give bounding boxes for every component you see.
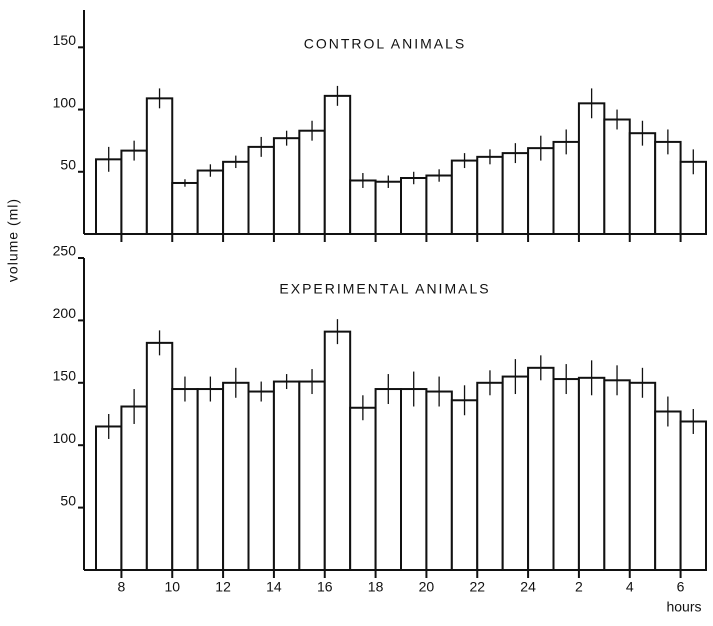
bar [577,102,606,236]
x-tick-label: 12 [215,579,231,595]
y-tick-label: 100 [53,94,77,110]
bar [552,378,580,571]
bar [603,118,631,235]
y-tick-label: 200 [53,305,77,321]
bar [222,381,250,571]
bar [145,97,174,235]
x-tick-label: 2 [575,579,583,595]
y-tick-label: 50 [60,492,76,508]
bar [501,152,530,235]
bar [450,399,479,571]
bar [171,181,199,236]
bar [374,180,403,236]
x-tick-label: 18 [368,579,384,595]
y-tick-label: 100 [53,430,77,446]
x-tick-label: 4 [626,579,634,595]
x-tick-label: 22 [469,579,485,595]
bar [298,380,326,571]
bar [298,129,326,235]
bar [120,405,148,571]
x-tick-label: 6 [677,579,685,595]
x-axis-label: hours [666,599,701,615]
x-tick-label: 16 [317,579,333,595]
bar [120,149,148,235]
bar [349,406,377,572]
bar [501,375,530,571]
bar [196,388,225,572]
y-tick-label: 250 [53,243,77,259]
bar [247,145,275,235]
bar [272,380,301,571]
bar [323,94,352,235]
bar [527,366,555,571]
bar [552,140,580,236]
bar [476,155,504,236]
x-tick-label: 8 [118,579,126,595]
bar [171,388,199,572]
y-tick-label: 150 [53,368,77,384]
bar [450,159,479,235]
bar [400,177,428,235]
bar [425,174,453,235]
x-tick-label: 20 [419,579,435,595]
bar [400,388,428,572]
bar [628,381,657,571]
bar [349,179,377,236]
bar [654,140,682,236]
x-tick-label: 10 [164,579,180,595]
x-tick-label: 14 [266,579,282,595]
x-tick-label: 24 [520,579,536,595]
bar [145,341,174,572]
bar [577,376,606,572]
bar [628,132,657,235]
bar [679,420,707,571]
y-tick-label: 150 [53,32,77,48]
bar [603,379,631,571]
bar [527,147,555,235]
bar [374,388,403,572]
bar [272,137,301,235]
bar [196,169,225,236]
chart-title: EXPERIMENTAL ANIMALS [279,281,490,297]
bar [425,390,453,572]
bar [247,390,275,572]
y-axis-label: volume (ml) [5,198,21,282]
bar [654,410,682,571]
bar [222,160,250,235]
chart-title: CONTROL ANIMALS [304,36,467,52]
bar [476,381,504,571]
bar [95,425,123,572]
bar [323,330,352,571]
y-tick-label: 50 [60,156,76,172]
